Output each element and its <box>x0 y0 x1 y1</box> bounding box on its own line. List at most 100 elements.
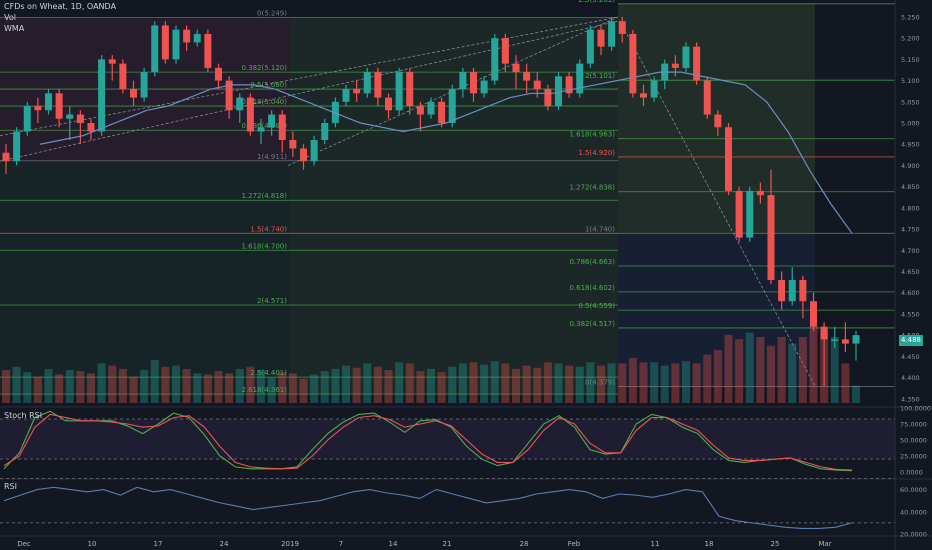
candle-body <box>246 97 254 132</box>
volume-bar <box>405 363 414 403</box>
volume-bar <box>182 368 191 403</box>
volume-bar <box>278 372 287 403</box>
candle-body <box>310 139 318 162</box>
volume-bar <box>745 332 754 403</box>
wma-label: WMA <box>4 24 25 33</box>
volume-bar <box>33 376 42 403</box>
trend-line <box>619 21 816 387</box>
candle-body <box>257 127 265 132</box>
candle-body <box>342 89 350 102</box>
fib-level-label: 1.272(4.838) <box>569 184 615 192</box>
price-tick-label: 4.450 <box>901 353 920 361</box>
volume-bar <box>257 370 265 403</box>
candle-body <box>395 72 403 111</box>
price-tick-label: 4.650 <box>901 268 920 276</box>
volume-bar <box>724 334 733 403</box>
candle-body <box>459 72 467 90</box>
candle-body <box>140 72 148 98</box>
date-tick-label: 2019 <box>281 540 299 548</box>
fib-level-label: 0.382(5.120) <box>241 64 287 72</box>
volume-bar <box>512 368 520 403</box>
stoch-tick-label: 0.0000 <box>900 469 923 477</box>
price-tick-label: 4.750 <box>901 226 920 234</box>
candle-body <box>480 80 488 94</box>
candle-body <box>268 114 276 128</box>
candle-body <box>119 63 127 90</box>
candle-body <box>735 190 743 238</box>
volume-bar <box>384 370 393 403</box>
price-tick-label: 5.150 <box>901 56 920 64</box>
price-tick-label: 4.850 <box>901 183 920 191</box>
volume-bar <box>703 354 712 403</box>
volume-bar <box>798 337 807 403</box>
volume-bar <box>87 373 95 403</box>
chart-title: CFDs on Wheat, 1D, OANDA <box>4 2 117 11</box>
candle-body <box>841 339 849 344</box>
volume-bar <box>650 362 659 403</box>
date-tick-label: 17 <box>154 540 163 548</box>
volume-bar <box>193 373 202 403</box>
candle-body <box>448 89 456 124</box>
volume-bar <box>246 366 255 403</box>
fib-level-label: 0(4.379) <box>585 378 615 386</box>
volume-bar <box>310 374 319 403</box>
candle-body <box>385 97 392 111</box>
candle-body <box>470 72 477 94</box>
candle-body <box>98 59 106 132</box>
candle-body <box>576 63 584 94</box>
volume-bar <box>575 366 584 403</box>
fib-level-label: 1.618(4.700) <box>241 242 287 250</box>
candle-body <box>193 33 201 43</box>
volume-bar <box>203 374 212 403</box>
candle-body <box>852 335 860 344</box>
candle-body <box>586 29 594 64</box>
volume-bar <box>628 357 637 403</box>
rsi-tick-label: 40.0000 <box>900 508 927 516</box>
price-tick-label: 4.350 <box>901 395 920 403</box>
candle-body <box>278 114 286 140</box>
background-layer <box>0 3 815 395</box>
candle-body <box>66 114 74 119</box>
volume-bar <box>660 365 669 403</box>
candle-body <box>23 106 31 132</box>
candle-body <box>172 29 180 60</box>
candle-body <box>2 152 10 162</box>
stoch-rsi-title: Stoch RSI <box>4 411 43 420</box>
candle-body <box>512 63 520 73</box>
candle-body <box>746 190 754 238</box>
candle-body <box>523 72 531 81</box>
candle-body <box>767 195 775 280</box>
price-tick-label: 4.800 <box>901 204 920 212</box>
rsi-title: RSI <box>4 482 17 491</box>
volume-bar <box>97 363 106 403</box>
volume-bar <box>767 345 775 403</box>
date-tick-label: 18 <box>705 540 714 548</box>
volume-bar <box>830 337 839 403</box>
volume-bar <box>713 350 722 403</box>
price-tick-label: 4.900 <box>901 162 920 170</box>
volume-bar <box>788 343 797 403</box>
candles-layer <box>2 16 860 387</box>
volume-bar <box>565 365 574 403</box>
stoch-d-line <box>3 413 853 471</box>
candle-body <box>151 25 159 73</box>
volume-bar <box>533 367 542 403</box>
candle-body <box>618 21 626 34</box>
candle-body <box>491 38 499 81</box>
date-tick-label: 21 <box>443 540 452 548</box>
price-tick-label: 4.550 <box>901 310 920 318</box>
fib-level-label: 1(4.911) <box>257 153 287 161</box>
fib-level-label: 1.5(4.920) <box>578 149 615 157</box>
volume-bar <box>118 368 127 403</box>
fib-level-label: 0.5(5.080) <box>250 81 287 89</box>
candle-body <box>289 139 297 149</box>
volume-bar <box>692 363 701 403</box>
candle-body <box>693 46 701 81</box>
candle-body <box>438 101 446 124</box>
indicator-panes: 100.0000 75.0000 50.0000 25.0000 0.0000 60.00… <box>0 405 932 539</box>
fib-level-label: 1.5(4.740) <box>250 225 287 233</box>
volume-bar <box>331 368 340 403</box>
volume-bar <box>150 360 159 403</box>
candle-body <box>76 114 84 124</box>
